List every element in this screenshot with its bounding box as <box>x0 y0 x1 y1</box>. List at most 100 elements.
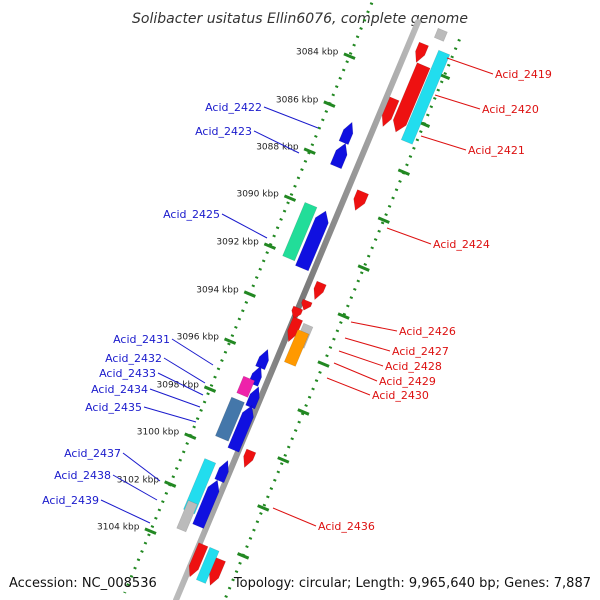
gene-label-left[interactable]: Acid_2439 <box>42 494 99 507</box>
leader-line <box>122 452 161 482</box>
gene-label-right[interactable]: Acid_2427 <box>392 345 449 358</box>
tick-mark <box>337 312 350 320</box>
gene-block[interactable] <box>329 142 348 170</box>
gene-block[interactable] <box>227 405 254 453</box>
gene-block-steel[interactable] <box>215 396 245 442</box>
gene-label-right[interactable]: Acid_2424 <box>433 238 490 251</box>
gene-block[interactable] <box>192 479 220 529</box>
tick-mark <box>377 216 390 224</box>
leader-line <box>221 213 268 239</box>
gene-label-left[interactable]: Acid_2422 <box>205 101 262 114</box>
leader-line <box>350 321 398 332</box>
leader-line <box>149 388 201 408</box>
gene-block-teal[interactable] <box>282 202 318 262</box>
gene-block[interactable] <box>301 298 313 311</box>
tick-mark <box>343 52 356 60</box>
gene-label-right[interactable]: Acid_2436 <box>318 520 375 533</box>
gene-label-left[interactable]: Acid_2425 <box>163 208 220 221</box>
tick-mark <box>203 385 217 393</box>
track-line <box>123 2 374 594</box>
gene-label-left[interactable]: Acid_2423 <box>195 125 252 138</box>
tick-label: 3086 kbp <box>276 95 319 105</box>
gene-block-cyan[interactable] <box>400 49 451 145</box>
leader-line <box>446 57 494 75</box>
leader-line <box>434 94 481 110</box>
leader-line <box>100 499 151 524</box>
gene-block[interactable] <box>287 316 304 343</box>
gene-label-left[interactable]: Acid_2432 <box>105 352 162 365</box>
tick-mark <box>357 264 370 272</box>
leader-line <box>338 350 384 367</box>
gene-block[interactable] <box>392 62 431 133</box>
gene-label-right[interactable]: Acid_2428 <box>385 360 442 373</box>
accession-text: Accession: NC_008536 <box>9 576 157 591</box>
leader-line <box>326 377 371 396</box>
tick-mark <box>277 456 290 464</box>
gene-label-left[interactable]: Acid_2437 <box>64 447 121 460</box>
tick-label: 3096 kbp <box>177 333 220 343</box>
gene-block[interactable] <box>353 189 369 211</box>
gene-block[interactable] <box>295 210 329 272</box>
gene-label-left[interactable]: Acid_2438 <box>54 469 111 482</box>
gene-block[interactable] <box>255 348 269 371</box>
gene-block-orange[interactable] <box>283 329 310 367</box>
tick-label: 3084 kbp <box>296 48 339 58</box>
map-title: Solibacter usitatus Ellin6076, complete … <box>132 11 468 27</box>
gene-block[interactable] <box>245 386 260 410</box>
tick-label: 3102 kbp <box>117 475 160 485</box>
tick-mark <box>243 290 256 298</box>
gene-label-right[interactable]: Acid_2426 <box>399 325 456 338</box>
gene-block[interactable] <box>338 121 354 145</box>
tick-label: 3092 kbp <box>216 238 259 248</box>
gene-label-right[interactable]: Acid_2429 <box>379 375 436 388</box>
tick-mark <box>237 552 250 560</box>
tick-label: 3094 kbp <box>196 285 239 295</box>
gene-label-left[interactable]: Acid_2431 <box>113 333 170 346</box>
gene-block[interactable] <box>291 305 304 320</box>
leader-line <box>171 338 214 366</box>
gene-features <box>176 27 451 587</box>
gene-label-right[interactable]: Acid_2421 <box>468 144 525 157</box>
topology-text: Topology: circular; Length: 9,965,640 bp… <box>233 576 591 591</box>
gene-block[interactable] <box>188 542 209 578</box>
label-leaders <box>100 57 494 527</box>
tick-mark <box>297 408 310 416</box>
tick-mark <box>397 168 410 176</box>
tick-mark <box>303 147 316 155</box>
tick-mark <box>257 504 270 512</box>
leader-line <box>333 362 378 382</box>
leader-line <box>157 372 204 396</box>
gene-block[interactable] <box>243 448 257 469</box>
gene-block[interactable] <box>415 41 429 64</box>
tick-mark <box>323 100 336 108</box>
gene-block-magenta[interactable] <box>236 375 256 398</box>
gene-block-gray[interactable] <box>176 500 198 533</box>
leader-line <box>272 507 317 527</box>
gene-label-right[interactable]: Acid_2420 <box>482 103 539 116</box>
scale-ticks: 3084 kbp 3086 kbp 3088 kbp 3090 kbp 3092 kbp… <box>97 48 451 560</box>
gene-label-left[interactable]: Acid_2434 <box>91 383 148 396</box>
tick-mark <box>184 432 197 440</box>
gene-block[interactable] <box>214 459 229 484</box>
gene-block[interactable] <box>313 280 327 301</box>
gene-block-cyan[interactable] <box>195 546 220 584</box>
gene-block-cyan[interactable] <box>183 458 217 515</box>
gene-label-right[interactable]: Acid_2419 <box>495 68 552 81</box>
gene-label-left[interactable]: Acid_2433 <box>99 367 156 380</box>
leader-line <box>263 106 319 129</box>
gene-label-left[interactable]: Acid_2435 <box>85 401 142 414</box>
gene-block[interactable] <box>209 557 226 587</box>
leader-line <box>163 357 206 384</box>
tick-mark <box>144 527 157 535</box>
leader-line <box>143 406 197 423</box>
tick-label: 3098 kbp <box>157 380 200 390</box>
gene-block[interactable] <box>381 96 400 128</box>
tick-mark <box>164 480 177 488</box>
tick-mark <box>317 360 330 368</box>
tick-mark <box>263 242 276 250</box>
gene-partial-top[interactable] <box>433 27 448 42</box>
leader-line <box>386 227 432 245</box>
tick-mark <box>223 337 237 345</box>
gene-label-right[interactable]: Acid_2430 <box>372 389 429 402</box>
